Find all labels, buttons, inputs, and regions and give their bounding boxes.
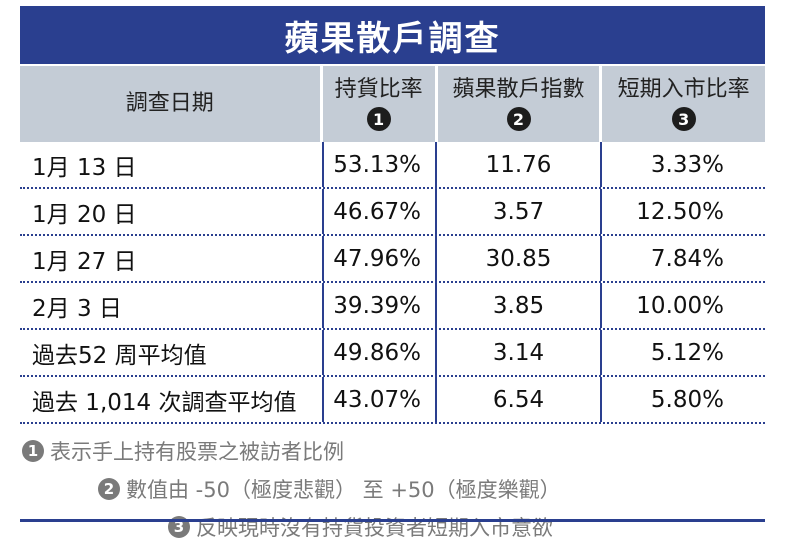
short-term-cell: 5.12% xyxy=(600,330,764,375)
date-cell: 過去52 周平均值 xyxy=(32,342,207,369)
footnote-3-badge: 3 xyxy=(671,107,696,132)
header-index-label: 蘋果散戶指數 xyxy=(452,76,585,102)
date-cell: 1月 20 日 xyxy=(32,201,137,228)
holding-cell: 43.07% xyxy=(322,377,435,422)
holding-cell: 46.67% xyxy=(322,189,435,234)
footnote-number: 2 xyxy=(98,478,120,500)
short-term-cell: 3.33% xyxy=(600,142,764,187)
header-holding-label: 持貨比率 xyxy=(334,76,423,102)
footnote-2: 2 數值由 -50（極度悲觀） 至 +50（極度樂觀） xyxy=(20,470,765,508)
holding-cell: 49.86% xyxy=(322,330,435,375)
footnote-text: 反映現時沒有持貨投資者短期入市意欲 xyxy=(196,516,553,540)
footnotes: 1 表示手上持有股票之被訪者比例 2 數值由 -50（極度悲觀） 至 +50（極… xyxy=(20,432,765,546)
table-row: 2月 3 日 39.39% 3.85 10.00% xyxy=(20,283,765,330)
header-short-term-label: 短期入市比率 xyxy=(617,76,750,102)
index-cell: 6.54 xyxy=(435,377,600,422)
date-cell: 過去 1,014 次調查平均值 xyxy=(32,389,297,416)
footnote-text: 數值由 -50（極度悲觀） 至 +50（極度樂觀） xyxy=(126,478,561,502)
index-cell: 30.85 xyxy=(435,236,600,281)
bottom-divider xyxy=(20,519,765,522)
holding-cell: 47.96% xyxy=(322,236,435,281)
table-title: 蘋果散戶調查 xyxy=(20,6,765,64)
table-header: 調查日期 持貨比率 1 蘋果散戶指數 2 短期入市比率 3 xyxy=(20,64,765,142)
index-cell: 11.76 xyxy=(435,142,600,187)
holding-cell: 39.39% xyxy=(322,283,435,328)
header-holding-ratio: 持貨比率 1 xyxy=(319,66,435,142)
short-term-cell: 10.00% xyxy=(600,283,764,328)
footnote-text: 表示手上持有股票之被訪者比例 xyxy=(50,440,344,464)
header-retail-index: 蘋果散戶指數 2 xyxy=(434,66,600,142)
table-row: 1月 27 日 47.96% 30.85 7.84% xyxy=(20,236,765,283)
holding-cell: 53.13% xyxy=(322,142,435,187)
short-term-cell: 7.84% xyxy=(600,236,764,281)
table-body: 1月 13 日 53.13% 11.76 3.33% 1月 20 日 46.67… xyxy=(20,142,765,424)
footnote-1: 1 表示手上持有股票之被訪者比例 xyxy=(20,432,765,470)
date-cell: 2月 3 日 xyxy=(32,295,122,322)
header-date: 調查日期 xyxy=(20,66,320,142)
survey-table: 蘋果散戶調查 調查日期 持貨比率 1 蘋果散戶指數 2 短期入市比率 3 1月 … xyxy=(20,6,765,546)
table-row: 過去 1,014 次調查平均值 43.07% 6.54 5.80% xyxy=(20,377,765,424)
index-cell: 3.14 xyxy=(435,330,600,375)
date-cell: 1月 27 日 xyxy=(32,248,137,275)
index-cell: 3.85 xyxy=(435,283,600,328)
short-term-cell: 5.80% xyxy=(600,377,764,422)
footnote-1-badge: 1 xyxy=(366,107,391,132)
index-cell: 3.57 xyxy=(435,189,600,234)
table-row: 1月 20 日 46.67% 3.57 12.50% xyxy=(20,189,765,236)
table-row: 過去52 周平均值 49.86% 3.14 5.12% xyxy=(20,330,765,377)
date-cell: 1月 13 日 xyxy=(32,154,137,181)
header-short-term-ratio: 短期入市比率 3 xyxy=(599,66,765,142)
footnote-3: 3 反映現時沒有持貨投資者短期入市意欲 xyxy=(20,508,765,546)
header-date-label: 調查日期 xyxy=(125,90,214,116)
footnote-number: 1 xyxy=(22,440,44,462)
table-row: 1月 13 日 53.13% 11.76 3.33% xyxy=(20,142,765,189)
footnote-2-badge: 2 xyxy=(506,107,531,132)
short-term-cell: 12.50% xyxy=(600,189,764,234)
